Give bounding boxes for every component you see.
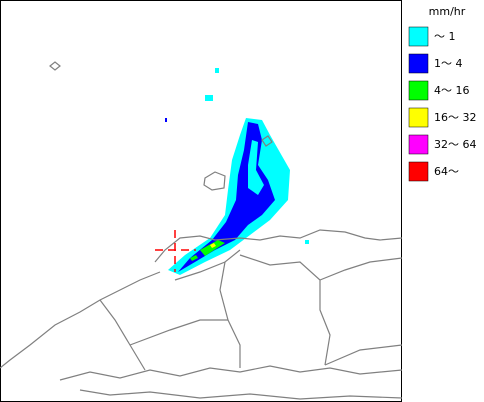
legend-swatch — [408, 80, 429, 101]
coastline — [0, 61, 403, 400]
crosshair — [155, 230, 196, 272]
legend-swatch — [408, 134, 429, 155]
legend-label: 64～ — [434, 165, 459, 178]
legend-swatch — [408, 26, 429, 47]
legend-swatch — [408, 161, 429, 182]
legend-label: ～ 1 — [434, 30, 456, 43]
legend-swatch — [408, 107, 429, 128]
legend-label: 4～ 16 — [434, 84, 470, 97]
map — [0, 0, 403, 402]
rain-echo — [165, 68, 309, 275]
legend-unit: mm/hr — [429, 5, 466, 18]
legend: mm/hr ～ 1 1～ 4 4～ 16 16～ 32 32～ 64 64～ — [408, 5, 477, 182]
legend-swatch — [408, 53, 429, 74]
legend-label: 1～ 4 — [434, 57, 463, 70]
map-frame — [0, 0, 402, 402]
legend-label: 32～ 64 — [434, 138, 477, 151]
legend-label: 16～ 32 — [434, 111, 477, 124]
